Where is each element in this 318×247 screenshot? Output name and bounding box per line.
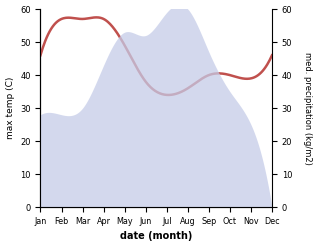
X-axis label: date (month): date (month) <box>120 231 192 242</box>
Y-axis label: med. precipitation (kg/m2): med. precipitation (kg/m2) <box>303 52 313 165</box>
Y-axis label: max temp (C): max temp (C) <box>5 77 15 139</box>
